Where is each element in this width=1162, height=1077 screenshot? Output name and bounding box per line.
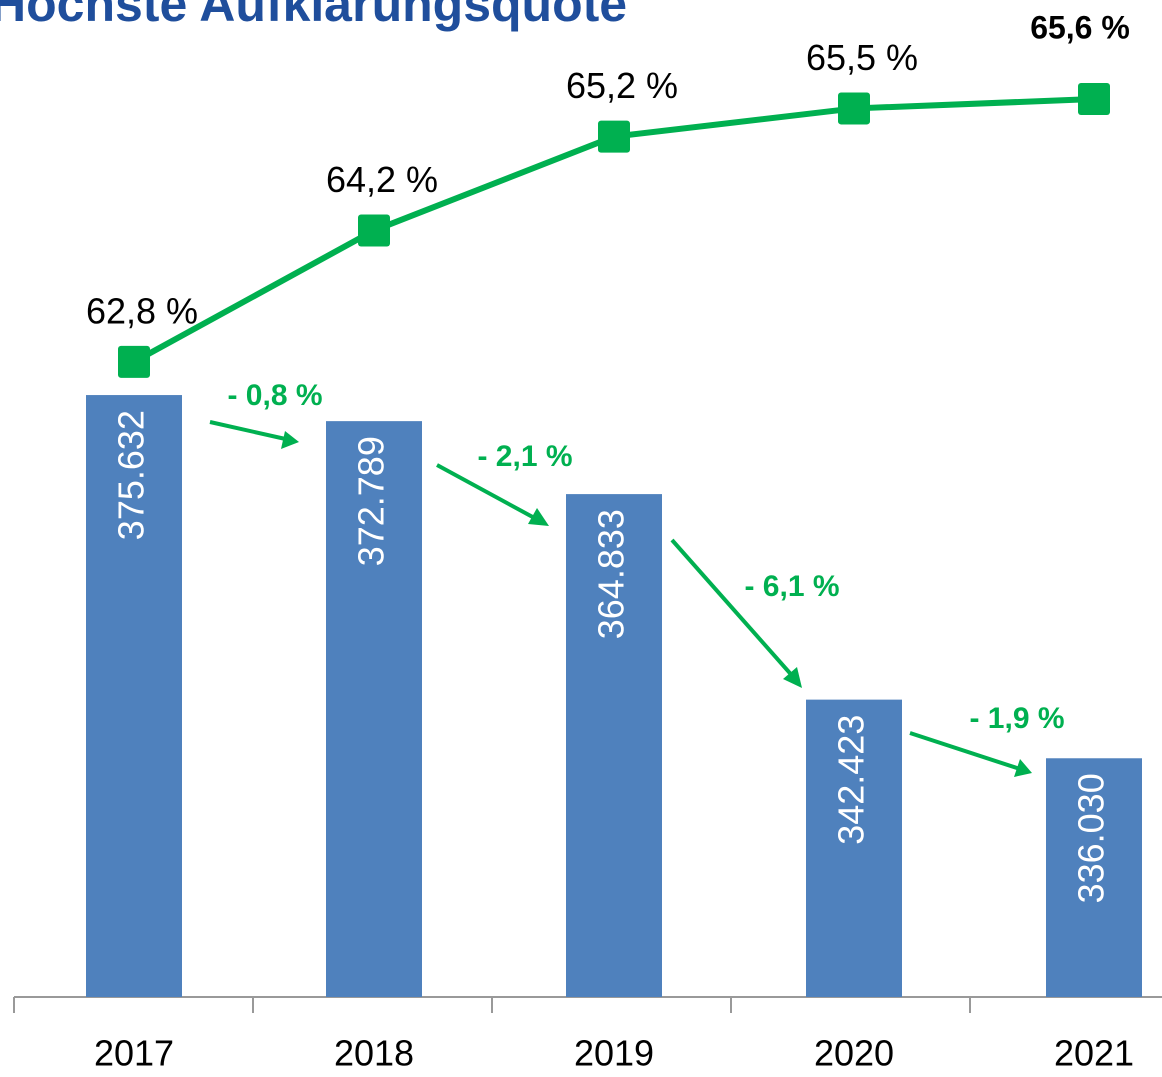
- x-tick-label: 2018: [334, 1033, 414, 1074]
- line-value-label: 65,2 %: [566, 65, 678, 106]
- bar-value-label: 372.789: [351, 436, 392, 566]
- change-label: - 6,1 %: [744, 570, 839, 603]
- arrow: [436, 463, 549, 526]
- change-arrows: - 0,8 % - 2,1 % - 6,1 % - 1,9 %: [209, 379, 1065, 777]
- line-value-label: 64,2 %: [326, 159, 438, 200]
- change-label: - 2,1 %: [477, 440, 572, 473]
- x-tick-label: 2019: [574, 1033, 654, 1074]
- bar: [806, 699, 902, 997]
- line-marker: [118, 345, 150, 378]
- line-value-label: 62,8 %: [86, 290, 198, 331]
- bar: [1046, 758, 1142, 997]
- bar: [326, 421, 422, 998]
- x-tick-label: 2020: [814, 1033, 894, 1074]
- chart-title: Höchste Aufklärungsquote: [0, 0, 627, 32]
- line-marker: [1078, 83, 1110, 116]
- bar-value-label: 336.030: [1071, 773, 1112, 903]
- line-marker: [358, 214, 390, 247]
- change-label: - 0,8 %: [227, 379, 322, 412]
- arrow: [909, 731, 1032, 777]
- bar-value-label: 364.833: [591, 509, 632, 639]
- bar: [86, 395, 182, 997]
- arrow: [670, 538, 802, 688]
- change-label: - 1,9 %: [969, 702, 1064, 735]
- bar-value-label: 375.632: [111, 410, 152, 540]
- x-tick-label: 2017: [94, 1033, 174, 1074]
- line-value-label: 65,6 %: [1030, 9, 1130, 45]
- line-value-label: 65,5 %: [806, 37, 918, 78]
- line-marker: [838, 92, 870, 125]
- x-tick-label: 2021: [1054, 1033, 1134, 1074]
- line-marker: [598, 120, 630, 153]
- arrow: [209, 420, 299, 449]
- bar: [566, 494, 662, 997]
- bar-value-label: 342.423: [831, 715, 872, 845]
